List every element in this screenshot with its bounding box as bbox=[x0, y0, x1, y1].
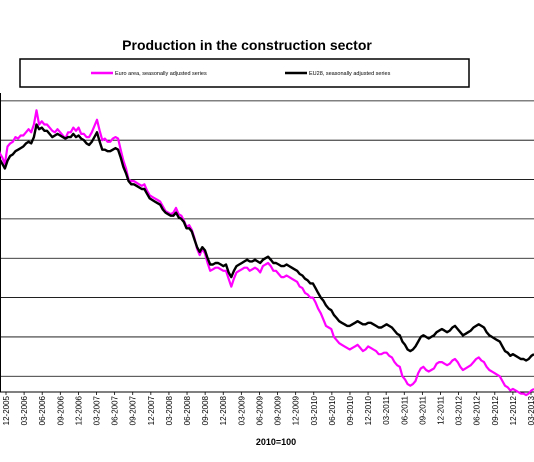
x-tick-label: 09-2007 bbox=[129, 395, 138, 425]
x-tick-label: 06-2012 bbox=[473, 395, 482, 425]
x-axis-label: 2010=100 bbox=[256, 437, 296, 447]
x-tick-label: 06-2007 bbox=[111, 395, 120, 425]
x-tick-label: 12-2009 bbox=[292, 395, 301, 425]
x-tick-label: 09-2010 bbox=[346, 395, 355, 425]
legend: Euro area, seasonally adjusted series EU… bbox=[19, 58, 470, 88]
x-tick-label: 12-2005 bbox=[2, 395, 11, 425]
x-tick-label: 12-2006 bbox=[74, 395, 83, 425]
x-tick-label: 06-2010 bbox=[328, 395, 337, 425]
plot-area: 12-2005 03-2006 06-2006 09-2006 12-2006 03-20… bbox=[0, 93, 534, 425]
x-tick-label: 09-2012 bbox=[491, 395, 500, 425]
series-line-eu28 bbox=[0, 123, 534, 362]
series-line-euro-area bbox=[0, 109, 534, 397]
x-tick-label: 06-2008 bbox=[183, 395, 192, 425]
x-axis-ticks: 12-2005 03-2006 06-2006 09-2006 12-2006 03-20… bbox=[2, 392, 534, 425]
series-lines bbox=[0, 109, 534, 397]
x-tick-label: 03-2012 bbox=[455, 395, 464, 425]
x-tick-label: 09-2011 bbox=[418, 395, 427, 424]
x-tick-label: 03-2006 bbox=[20, 395, 29, 425]
gridlines bbox=[0, 100, 534, 377]
chart-title: Production in the construction sector bbox=[122, 37, 372, 53]
x-tick-label: 12-2008 bbox=[219, 395, 228, 425]
x-tick-label: 03-2011 bbox=[382, 395, 391, 424]
x-tick-label: 03-2008 bbox=[165, 395, 174, 425]
x-tick-label: 12-2010 bbox=[364, 395, 373, 425]
x-tick-label: 12-2007 bbox=[147, 395, 156, 425]
x-tick-label: 09-2006 bbox=[56, 395, 65, 425]
x-tick-label: 09-2008 bbox=[201, 395, 210, 425]
x-tick-label: 03-2010 bbox=[310, 395, 319, 425]
x-tick-label: 06-2006 bbox=[38, 395, 47, 425]
legend-box bbox=[19, 58, 470, 88]
legend-label-euro-area: Euro area, seasonally adjusted series bbox=[115, 71, 207, 77]
x-tick-label: 06-2009 bbox=[255, 395, 264, 425]
x-tick-label: 03-2013 bbox=[527, 395, 534, 425]
x-tick-label: 03-2009 bbox=[237, 395, 246, 425]
x-tick-label: 09-2009 bbox=[274, 395, 283, 425]
x-tick-label: 12-2012 bbox=[509, 395, 518, 425]
x-tick-label: 12-2011 bbox=[436, 395, 445, 424]
x-tick-label: 06-2011 bbox=[400, 395, 409, 424]
x-tick-label: 03-2007 bbox=[93, 395, 102, 425]
legend-label-eu28: EU28, seasonally adjusted series bbox=[309, 71, 391, 77]
